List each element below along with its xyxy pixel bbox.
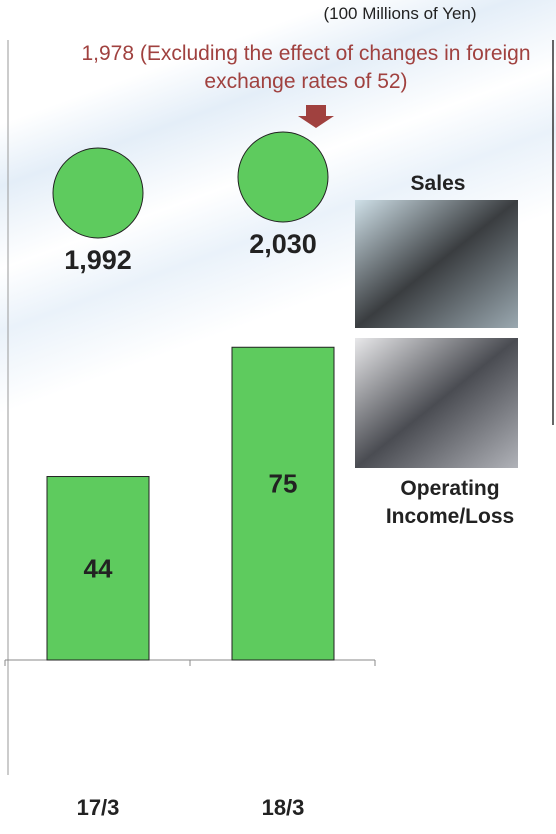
- x-tick-label: 17/3: [76, 795, 120, 820]
- legend-label: Operating Income/Loss: [385, 477, 515, 528]
- annotation: 1,978 (Excluding the effect of changes i…: [81, 42, 531, 93]
- bar: [231, 346, 335, 661]
- x-tick-label: 18/3: [261, 795, 305, 820]
- data-label: 44: [84, 553, 113, 583]
- arrow: [298, 105, 334, 128]
- data-label: 2,030: [249, 229, 317, 259]
- legend-label: Sales: [410, 172, 466, 195]
- data-label: 75: [269, 469, 298, 499]
- bar: [46, 476, 150, 661]
- data-label: 1,992: [64, 245, 132, 275]
- unit-label: (100 Millions of Yen): [323, 4, 477, 23]
- product-image: [355, 200, 518, 328]
- sales-marker: [237, 131, 329, 223]
- product-image: [355, 338, 518, 468]
- sales-marker: [52, 147, 144, 239]
